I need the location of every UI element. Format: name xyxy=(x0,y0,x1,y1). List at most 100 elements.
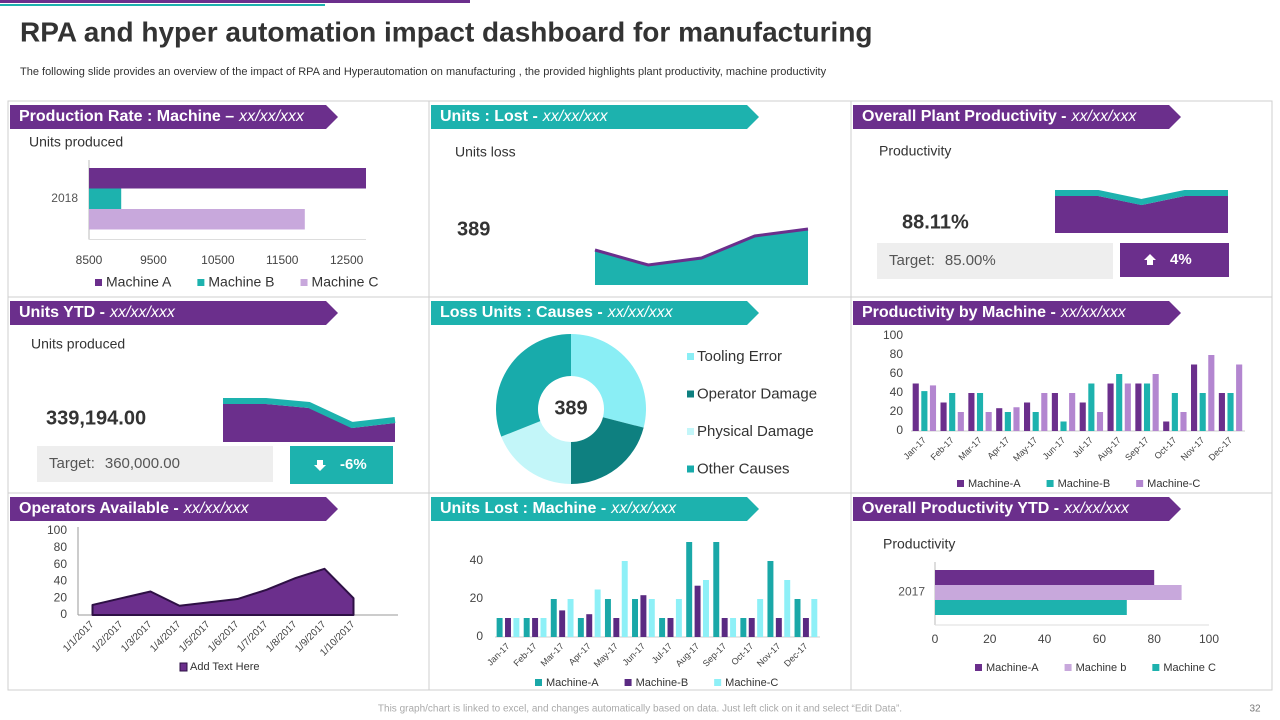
x-tick-label: Jan-17 xyxy=(485,641,512,668)
target-box xyxy=(877,243,1113,279)
y-tick-label: 20 xyxy=(54,590,68,604)
target-value: 360,000.00 xyxy=(105,455,180,472)
bar xyxy=(621,561,628,637)
target-label: Target: xyxy=(889,252,935,269)
area-line xyxy=(594,227,809,267)
bar xyxy=(1135,383,1142,431)
y-tick-label: 100 xyxy=(47,523,67,537)
target-value: 85.00% xyxy=(945,252,996,269)
y-tick-label: 20 xyxy=(890,404,904,418)
x-tick-label: Nov-17 xyxy=(1179,435,1207,463)
bar xyxy=(667,618,674,637)
panel: Overall Productivity YTD - xx/xx/xxx Produ… xyxy=(853,497,1219,674)
bar xyxy=(935,585,1182,600)
kpi-label: Units loss xyxy=(455,144,516,160)
change-arrow xyxy=(314,460,326,471)
bar xyxy=(1143,383,1151,431)
x-tick-label: 12500 xyxy=(330,253,364,267)
x-tick-label: Mar-17 xyxy=(539,641,566,668)
bar xyxy=(686,542,693,637)
legend-label: Machine-A xyxy=(968,478,1021,490)
legend-marker xyxy=(179,662,188,672)
x-tick-label: 10500 xyxy=(201,253,235,267)
legend-marker xyxy=(975,664,982,671)
bar xyxy=(594,589,601,637)
panel-title-text: Loss Units : Causes - xyxy=(440,304,603,321)
x-tick-label: 20 xyxy=(983,632,997,646)
bar xyxy=(1116,374,1123,431)
grid-frame xyxy=(7,100,1273,691)
bar xyxy=(784,580,791,637)
panel-banner xyxy=(10,105,338,129)
bar xyxy=(1051,393,1058,431)
donut-slice xyxy=(501,421,571,484)
x-tick-label: 11500 xyxy=(266,253,299,267)
panel-date: xx/xx/xxx xyxy=(183,500,250,517)
bar xyxy=(604,599,611,637)
x-tick-label: Dec-17 xyxy=(1207,435,1235,463)
bar xyxy=(794,599,801,637)
donut-slice xyxy=(571,334,646,428)
panel: Production Rate : Machine – xx/xx/xxx Unit… xyxy=(10,105,378,290)
category-label: 2017 xyxy=(898,585,925,599)
bar xyxy=(523,618,530,637)
bar xyxy=(675,599,682,637)
panel: Operators Available - xx/xx/xxx 0 20 40 60 80 1… xyxy=(10,497,398,673)
top-accent xyxy=(0,0,470,3)
x-tick-label: 9500 xyxy=(140,253,167,267)
y-tick-label: 60 xyxy=(54,557,68,571)
panel-title: Loss Units : Causes - xx/xx/xxx xyxy=(440,304,674,321)
change-arrow xyxy=(1144,254,1156,265)
legend-marker xyxy=(624,679,632,686)
panel-title: Units : Lost - xx/xx/xxx xyxy=(440,108,609,125)
bar xyxy=(721,618,728,637)
panel: Units : Lost - xx/xx/xxx Units loss 389 xyxy=(431,105,809,285)
x-tick-label: 60 xyxy=(1093,632,1107,646)
area-line xyxy=(223,398,396,429)
y-tick-label: 100 xyxy=(883,328,903,342)
bar xyxy=(1060,421,1067,431)
legend-marker xyxy=(957,480,964,487)
area-line xyxy=(1055,190,1228,206)
x-tick-label: Aug-17 xyxy=(674,641,702,669)
legend-label: Physical Damage xyxy=(697,423,814,440)
panel-title-text: Units YTD - xyxy=(19,304,105,321)
legend-marker xyxy=(1064,664,1072,671)
panel-banner xyxy=(853,105,1181,129)
panel: Productivity by Machine - xx/xx/xxx 0 20 40 6… xyxy=(853,301,1245,490)
legend-marker xyxy=(535,679,542,686)
x-tick-label: Oct-17 xyxy=(1152,435,1178,461)
legend-label: Other Causes xyxy=(697,460,790,477)
kpi-label: Productivity xyxy=(879,143,951,159)
legend-label: Machine C xyxy=(1163,662,1216,674)
kpi-label: Units produced xyxy=(31,336,125,352)
area xyxy=(91,567,355,616)
bar xyxy=(1163,421,1170,431)
x-tick-label: May-17 xyxy=(592,641,620,669)
x-tick-label: Oct-17 xyxy=(729,641,755,667)
panel-date: xx/xx/xxx xyxy=(1063,500,1130,517)
bar xyxy=(1152,374,1159,431)
bar xyxy=(1069,393,1076,431)
bar xyxy=(935,600,1127,615)
y-tick-label: 40 xyxy=(470,553,484,567)
target-box xyxy=(37,446,273,482)
bar xyxy=(968,393,975,431)
legend-marker xyxy=(687,353,694,360)
legend-label: Tooling Error xyxy=(697,348,782,365)
panel-title-text: Production Rate : Machine – xyxy=(19,108,234,125)
x-tick-label: 80 xyxy=(1148,632,1162,646)
panel: Overall Plant Productivity - xx/xx/xxx Pro… xyxy=(853,105,1229,279)
bar xyxy=(1199,393,1206,431)
panel-title-text: Overall Productivity YTD - xyxy=(862,500,1059,517)
panel-date: xx/xx/xxx xyxy=(1071,108,1138,125)
change-badge xyxy=(1120,243,1229,277)
y-tick-label: 80 xyxy=(890,347,904,361)
panel-title: Overall Plant Productivity - xx/xx/xxx xyxy=(862,108,1137,125)
panel-banner xyxy=(10,497,338,521)
bar xyxy=(767,561,774,637)
bar xyxy=(89,188,122,209)
panel-title-text: Units : Lost - xyxy=(440,108,538,125)
bar xyxy=(775,618,782,637)
